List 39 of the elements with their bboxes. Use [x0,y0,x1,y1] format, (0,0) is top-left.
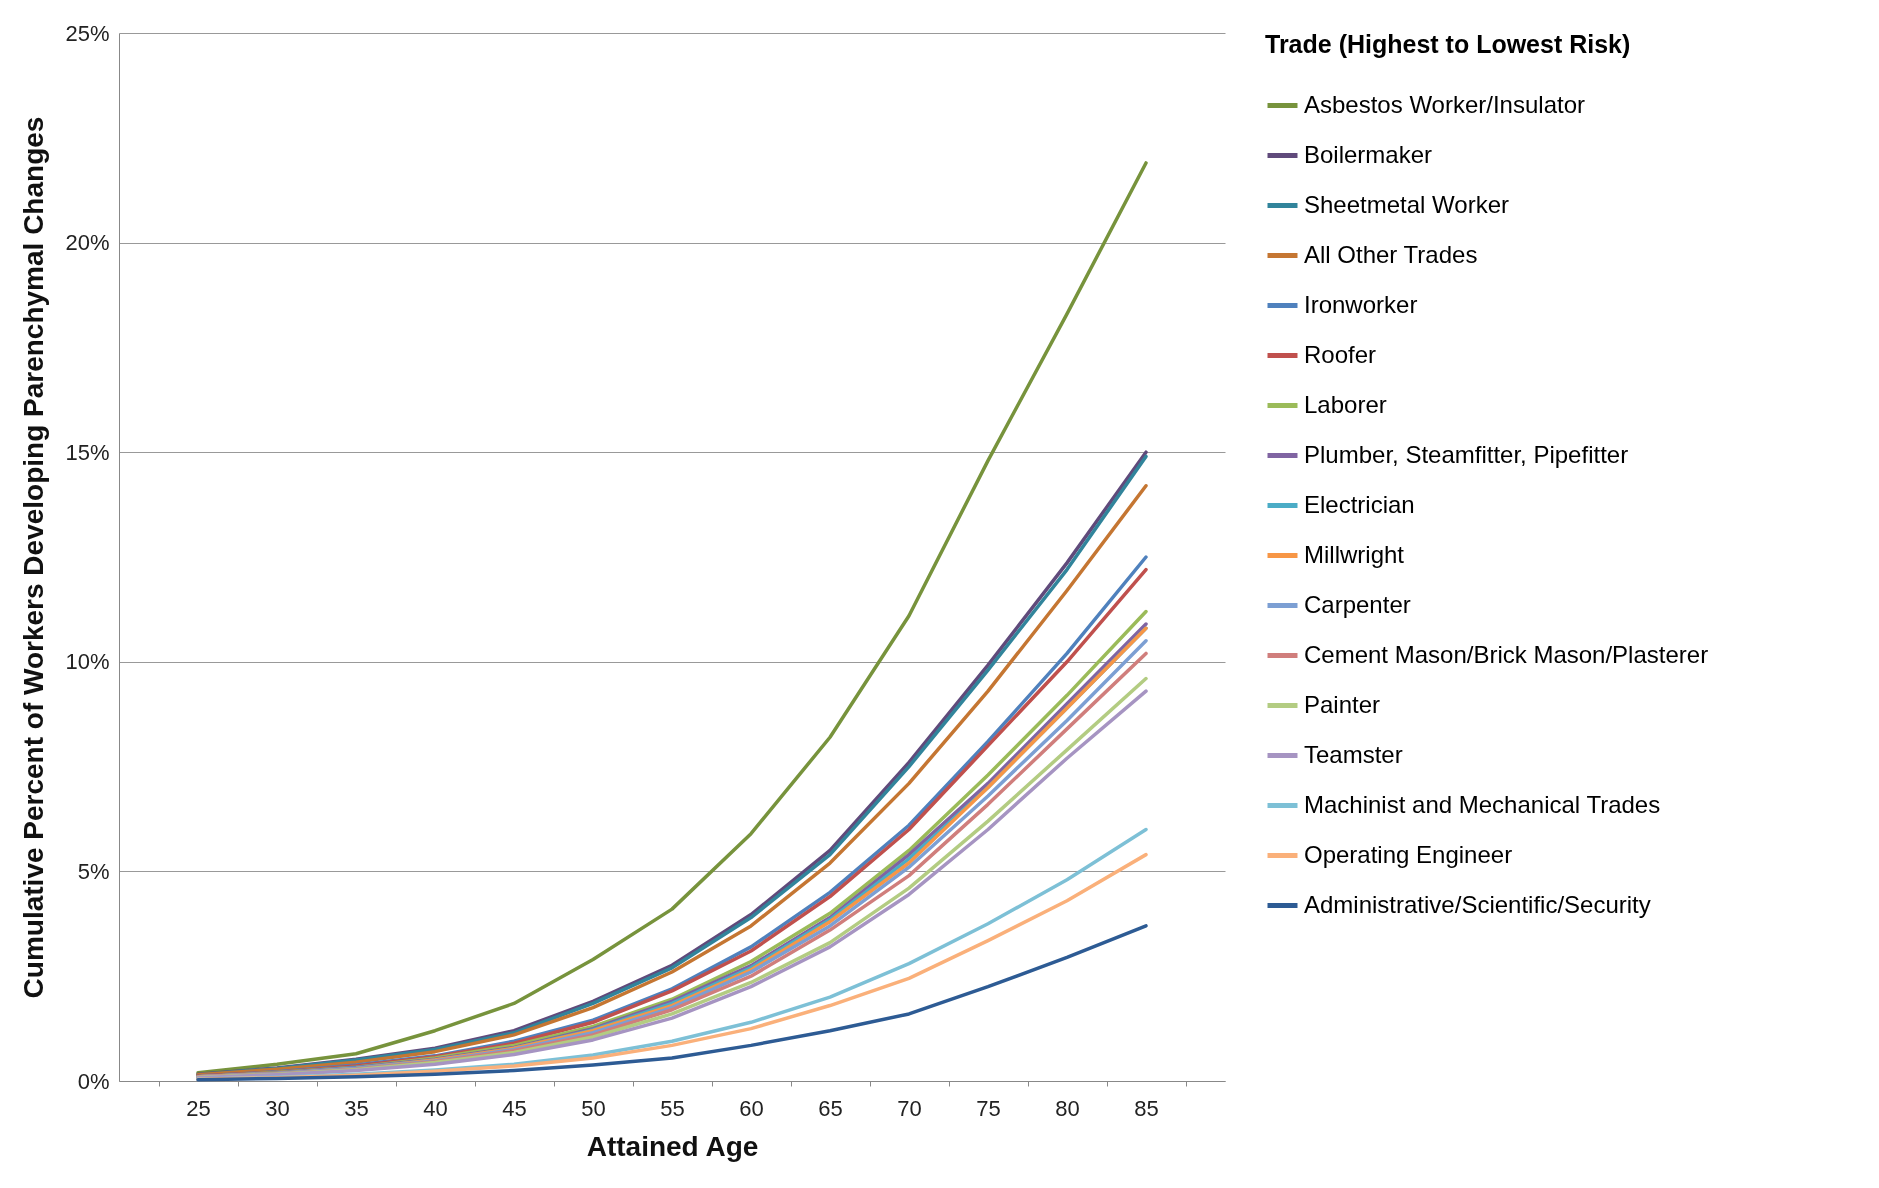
legend-label: Administrative/Scientific/Security [1304,890,1651,918]
legend-label: All Other Trades [1304,240,1478,268]
legend-label: Ironworker [1304,290,1418,318]
legend-label: Roofer [1304,340,1377,368]
legend-label: Millwright [1304,540,1405,568]
x-tick-label: 80 [1055,1095,1080,1121]
legend-label: Asbestos Worker/Insulator [1304,90,1586,118]
y-tick-label: 0% [77,1068,110,1094]
x-tick-label: 85 [1134,1095,1159,1121]
x-tick-label: 40 [423,1095,448,1121]
legend-label: Boilermaker [1304,140,1433,168]
legend-label: Laborer [1304,390,1387,418]
x-tick-label: 70 [897,1095,922,1121]
legend-label: Operating Engineer [1304,840,1513,868]
x-tick-label: 35 [344,1095,369,1121]
x-tick-label: 60 [739,1095,764,1121]
legend-label: Plumber, Steamfitter, Pipefitter [1304,440,1629,468]
y-tick-label: 10% [65,649,110,675]
x-tick-label: 45 [502,1095,527,1121]
y-axis-title: Cumulative Percent of Workers Developing Parenchymal Changes [18,116,50,999]
x-tick-label: 30 [265,1095,290,1121]
legend-label: Electrician [1304,490,1415,518]
x-tick-label: 25 [186,1095,211,1121]
legend-label: Cement Mason/Brick Mason/Plasterer [1304,640,1709,668]
x-axis-title: Attained Age [586,1130,759,1162]
x-tick-label: 75 [976,1095,1001,1121]
legend-label: Sheetmetal Worker [1304,190,1509,218]
x-tick-label: 50 [581,1095,606,1121]
legend-label: Teamster [1304,740,1403,768]
y-tick-label: 25% [65,20,110,46]
y-tick-label: 5% [77,858,110,884]
y-tick-label: 15% [65,439,110,465]
legend-label: Carpenter [1304,590,1411,618]
legend-title: Trade (Highest to Lowest Risk) [1265,30,1631,58]
legend-label: Painter [1304,690,1381,718]
x-tick-label: 55 [660,1095,685,1121]
legend-label: Machinist and Mechanical Trades [1304,790,1661,818]
x-tick-label: 65 [818,1095,843,1121]
y-tick-label: 20% [65,230,110,256]
